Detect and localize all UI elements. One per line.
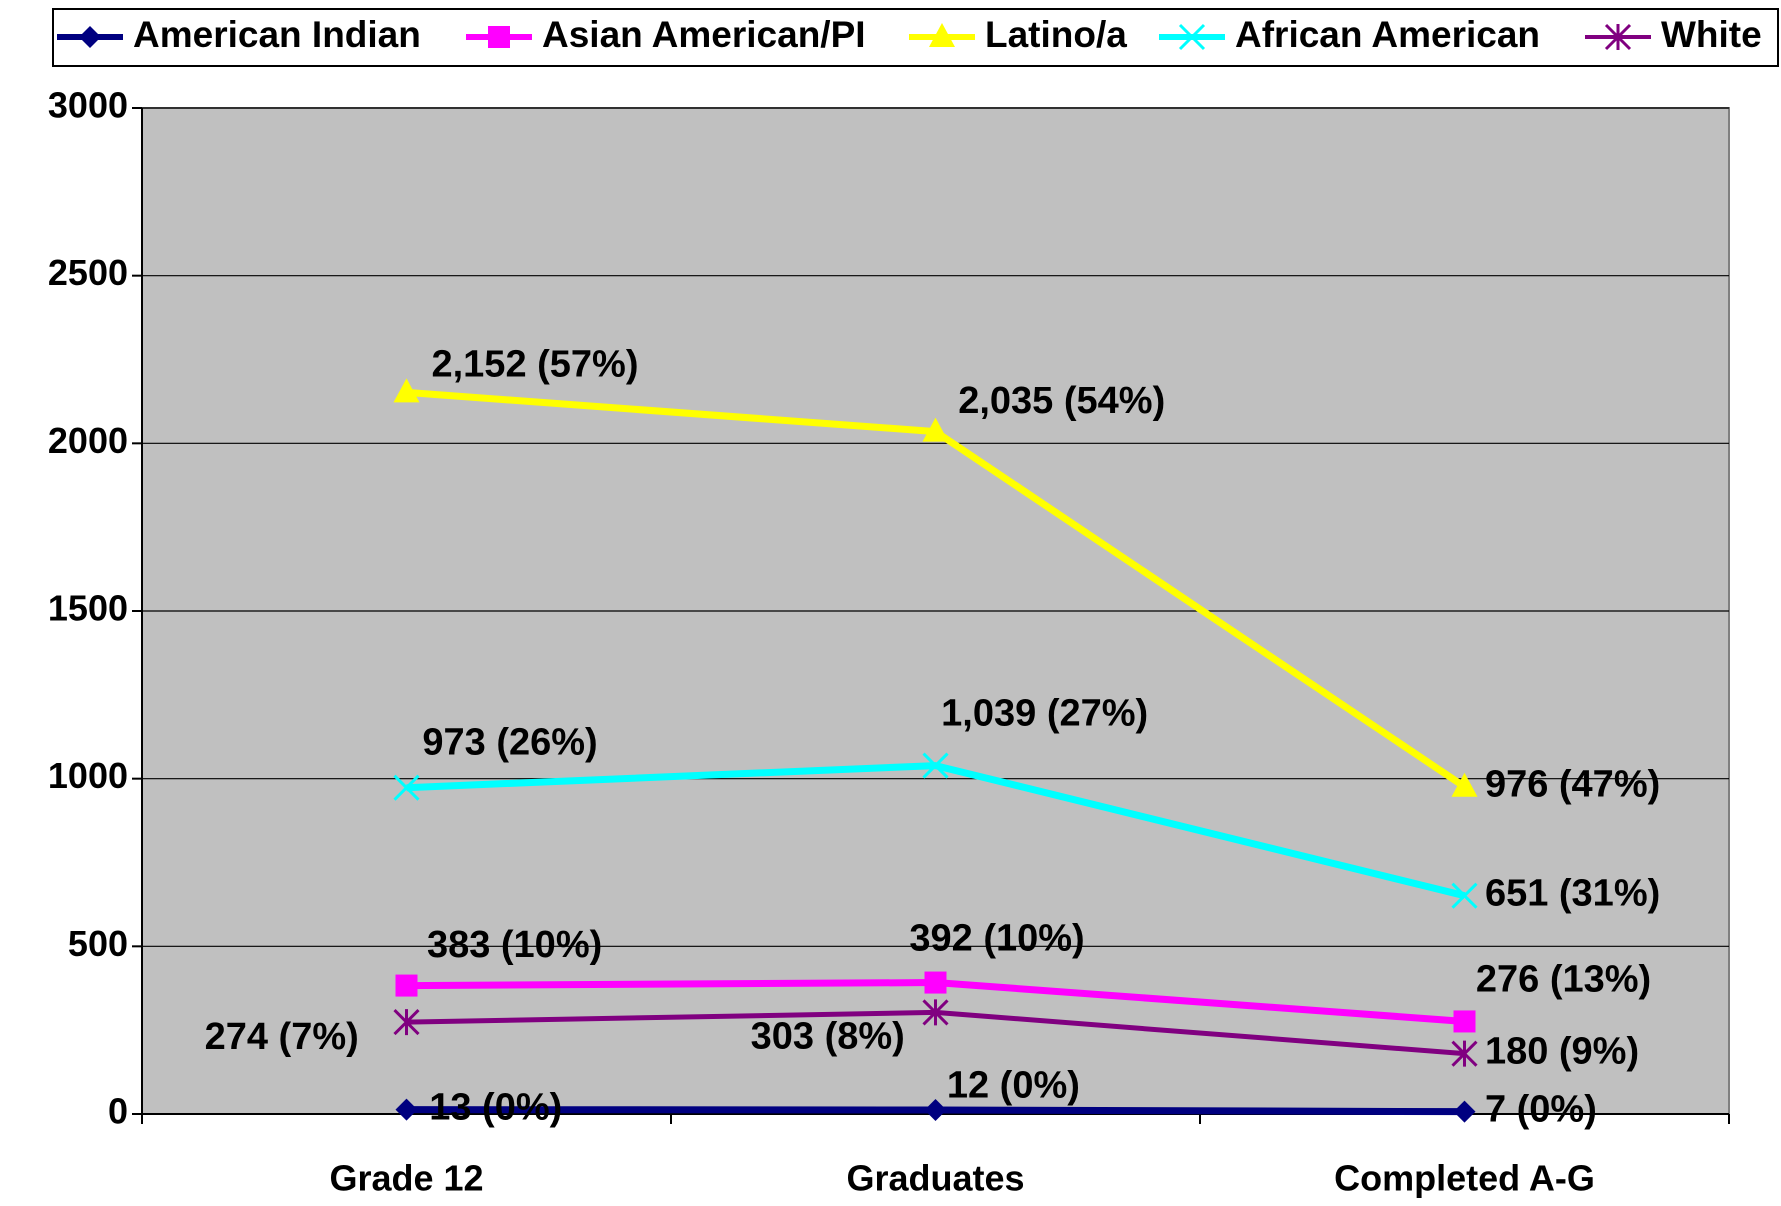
point [1453, 1010, 1476, 1033]
point [393, 1009, 420, 1036]
data-label: 276 (13%) [1476, 959, 1651, 1001]
point [922, 999, 949, 1026]
legend-label: Latino/a [985, 14, 1127, 55]
data-label: 13 (0%) [429, 1087, 562, 1129]
legend-marker [488, 26, 510, 48]
data-label: 392 (10%) [909, 918, 1084, 960]
data-label: 303 (8%) [751, 1016, 905, 1058]
data-label: 7 (0%) [1485, 1089, 1597, 1131]
legend-marker [79, 26, 101, 48]
legend-label: White [1661, 14, 1762, 55]
data-label: 383 (10%) [427, 924, 602, 966]
data-label: 2,152 (57%) [431, 343, 638, 385]
legend-label: American Indian [133, 14, 421, 55]
legend-label: Asian American/PI [542, 14, 866, 55]
point [393, 378, 420, 403]
data-label: 12 (0%) [947, 1064, 1080, 1106]
x-tick-label: Completed A-G [1334, 1158, 1595, 1199]
legend-label: African American [1235, 14, 1540, 55]
legend-marker [929, 23, 955, 47]
y-tick-label: 3000 [48, 85, 128, 126]
point [1451, 772, 1478, 797]
data-label: 973 (26%) [422, 722, 597, 764]
y-tick-label: 2000 [48, 420, 128, 461]
point [922, 417, 949, 442]
point [395, 974, 418, 997]
point [922, 752, 949, 779]
legend-marker [1178, 23, 1206, 51]
data-label: 976 (47%) [1485, 764, 1660, 806]
y-tick-label: 1500 [48, 588, 128, 629]
point [1451, 1040, 1478, 1067]
y-tick-label: 1000 [48, 755, 128, 796]
point [1451, 882, 1478, 909]
point [924, 1098, 947, 1121]
x-tick-label: Graduates [846, 1158, 1024, 1199]
y-tick-label: 500 [68, 923, 128, 964]
point [395, 1098, 418, 1121]
point [1453, 1100, 1476, 1123]
data-label: 2,035 (54%) [958, 380, 1165, 422]
data-label: 1,039 (27%) [941, 693, 1148, 735]
data-label: 651 (31%) [1485, 873, 1660, 915]
y-tick-label: 2500 [48, 252, 128, 293]
point [393, 774, 420, 801]
y-tick-label: 0 [108, 1091, 128, 1132]
x-tick-label: Grade 12 [329, 1158, 483, 1199]
legend-marker [1604, 23, 1632, 51]
data-label: 180 (9%) [1485, 1031, 1639, 1073]
point [924, 971, 947, 994]
data-label: 274 (7%) [205, 1016, 359, 1058]
